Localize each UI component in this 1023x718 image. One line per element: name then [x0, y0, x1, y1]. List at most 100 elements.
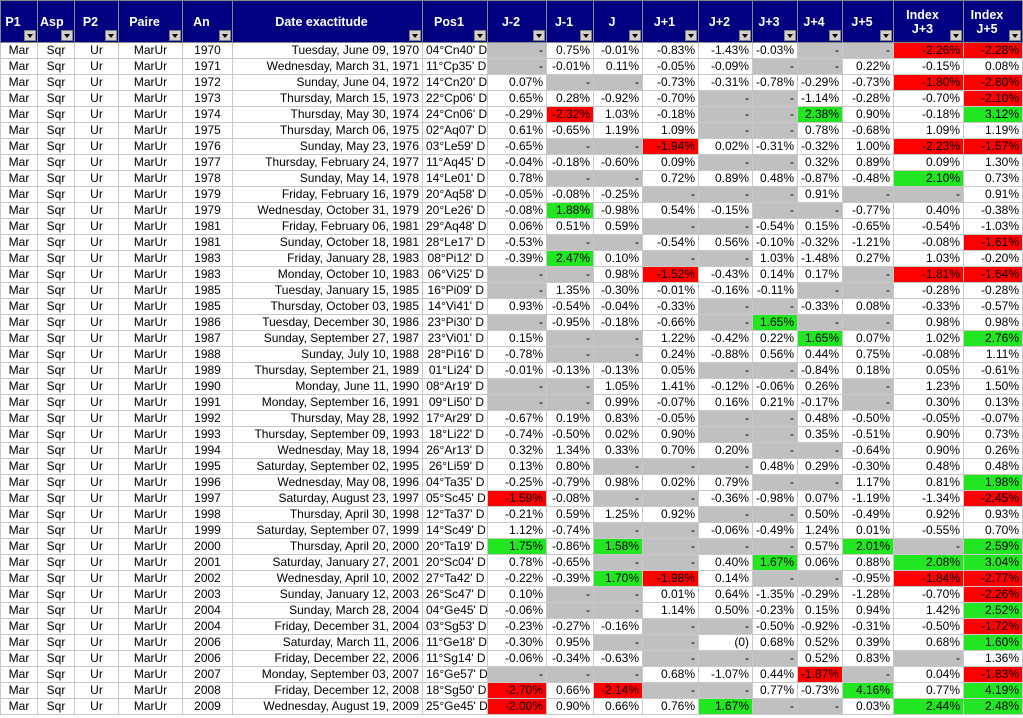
table-cell: - — [698, 426, 753, 443]
table-cell: - — [797, 474, 843, 491]
table-cell: MarUr — [118, 138, 183, 155]
table-cell: -0.63% — [593, 650, 643, 667]
table-cell: 1979 — [182, 202, 233, 219]
table-cell: Thursday, May 30, 1974 — [232, 106, 423, 123]
table-cell: 2006 — [182, 650, 233, 667]
table-row: Mar Sqr Ur MarUr 1995 Saturday, September 02,… — [0, 458, 1023, 475]
column-header: P2 — [74, 0, 119, 43]
table-cell: Ur — [74, 186, 119, 203]
table-cell: 2.38% — [797, 106, 843, 123]
table-cell: 09°Li50' D — [422, 394, 488, 411]
header-text: J+3 — [758, 14, 780, 29]
table-cell: - — [842, 378, 894, 395]
table-cell: 0.32% — [797, 154, 843, 171]
table-cell: - — [698, 458, 753, 475]
table-cell: Mar — [0, 698, 38, 715]
table-row: Mar Sqr Ur MarUr 2006 Saturday, March 11, 200… — [0, 634, 1023, 651]
filter-dropdown[interactable] — [685, 30, 697, 41]
filter-dropdown[interactable] — [169, 30, 181, 41]
table-cell: 0.52% — [797, 650, 843, 667]
filter-dropdown[interactable] — [533, 30, 545, 41]
table-cell: Mar — [0, 106, 38, 123]
table-cell: 28°Pi16' D — [422, 346, 488, 363]
table-cell: MarUr — [118, 74, 183, 91]
filter-dropdown[interactable] — [829, 30, 841, 41]
table-cell: - — [593, 554, 643, 571]
table-cell: - — [642, 522, 699, 539]
column-header: P1 — [0, 0, 38, 43]
filter-dropdown[interactable] — [24, 30, 36, 41]
table-cell: - — [593, 458, 643, 475]
table-cell: -0.60% — [593, 154, 643, 171]
table-cell: 0.89% — [842, 154, 894, 171]
table-cell: 0.18% — [842, 362, 894, 379]
filter-dropdown[interactable] — [629, 30, 641, 41]
table-cell: MarUr — [118, 314, 183, 331]
table-cell: 0.77% — [893, 682, 964, 699]
filter-dropdown[interactable] — [739, 30, 751, 41]
table-cell: Sqr — [37, 490, 75, 507]
table-cell: -0.88% — [698, 346, 753, 363]
table-cell: MarUr — [118, 618, 183, 635]
filter-dropdown[interactable] — [880, 30, 892, 41]
table-cell: MarUr — [118, 186, 183, 203]
table-cell: Sqr — [37, 186, 75, 203]
table-cell: Mar — [0, 602, 38, 619]
table-cell: Ur — [74, 698, 119, 715]
filter-dropdown[interactable] — [409, 30, 421, 41]
table-cell: MarUr — [118, 298, 183, 315]
table-cell: Thursday, March 15, 1973 — [232, 90, 423, 107]
filter-dropdown[interactable] — [219, 30, 231, 41]
table-cell: MarUr — [118, 282, 183, 299]
table-cell: Friday, December 22, 2006 — [232, 650, 423, 667]
table-cell: 2.48% — [963, 698, 1023, 715]
table-cell: -1.19% — [842, 490, 894, 507]
table-cell: Sqr — [37, 330, 75, 347]
filter-dropdown[interactable] — [1009, 30, 1021, 41]
table-cell: -0.22% — [487, 570, 547, 587]
table-cell: Tuesday, June 09, 1970 — [232, 42, 423, 59]
table-cell: 2009 — [182, 698, 233, 715]
table-cell: MarUr — [118, 570, 183, 587]
table-cell: 20°Aq58' D — [422, 186, 488, 203]
table-cell: 0.89% — [698, 170, 753, 187]
filter-dropdown[interactable] — [580, 30, 592, 41]
filter-dropdown[interactable] — [950, 30, 962, 41]
filter-dropdown[interactable] — [105, 30, 117, 41]
table-cell: 23°Pi30' D — [422, 314, 488, 331]
table-cell: Saturday, September 02, 1995 — [232, 458, 423, 475]
table-cell: -1.34% — [893, 490, 964, 507]
table-cell: 14°Le01' D — [422, 170, 488, 187]
table-cell: 1995 — [182, 458, 233, 475]
table-cell: 0.15% — [797, 602, 843, 619]
table-cell: 2004 — [182, 618, 233, 635]
table-cell: -0.25% — [487, 474, 547, 491]
table-cell: 0.90% — [546, 698, 594, 715]
table-cell: -0.42% — [698, 330, 753, 347]
table-cell: MarUr — [118, 250, 183, 267]
table-cell: -0.09% — [698, 58, 753, 75]
table-cell: -0.66% — [642, 314, 699, 331]
table-cell: Sqr — [37, 298, 75, 315]
table-cell: -0.92% — [593, 90, 643, 107]
table-cell: MarUr — [118, 538, 183, 555]
table-cell: -0.95% — [546, 314, 594, 331]
filter-dropdown[interactable] — [784, 30, 796, 41]
table-cell: MarUr — [118, 442, 183, 459]
table-row: Mar Sqr Ur MarUr 1988 Sunday, July 10, 1988 28… — [0, 346, 1023, 363]
table-cell: -0.03% — [752, 42, 798, 59]
table-cell: -1.03% — [963, 218, 1023, 235]
table-cell: -0.31% — [752, 138, 798, 155]
filter-dropdown[interactable] — [61, 30, 73, 41]
table-row: Mar Sqr Ur MarUr 2002 Wednesday, April 10, 20… — [0, 570, 1023, 587]
table-cell: - — [797, 570, 843, 587]
table-cell: Sqr — [37, 42, 75, 59]
table-cell: - — [752, 538, 798, 555]
table-cell: -0.39% — [546, 570, 594, 587]
table-cell: 0.66% — [593, 698, 643, 715]
table-cell: - — [593, 602, 643, 619]
filter-dropdown[interactable] — [474, 30, 486, 41]
table-cell: Sqr — [37, 426, 75, 443]
table-cell: MarUr — [118, 554, 183, 571]
table-cell: Ur — [74, 426, 119, 443]
